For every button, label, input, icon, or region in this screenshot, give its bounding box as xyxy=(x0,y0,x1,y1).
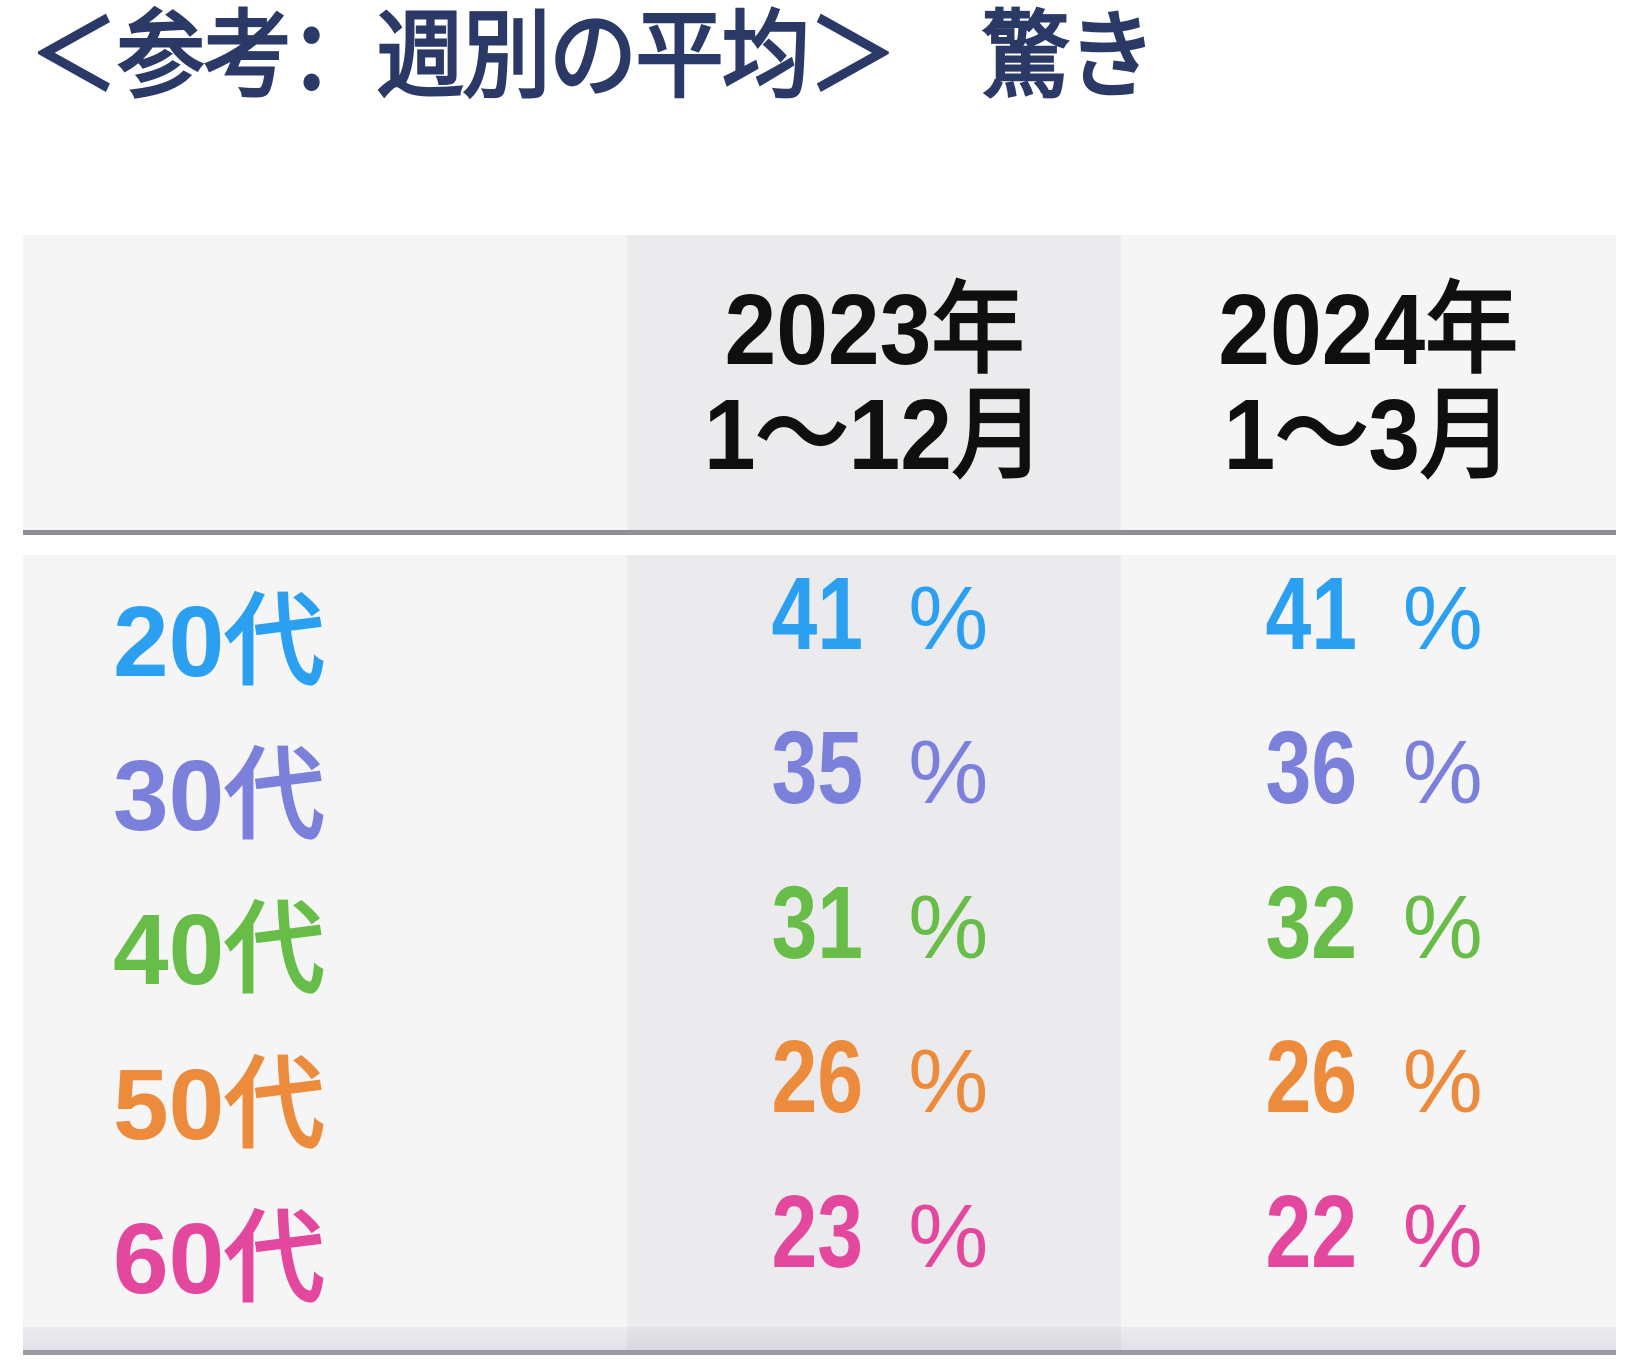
page-title: ＜参考：週別の平均＞ 驚き xyxy=(30,3,1156,110)
header-separator-line xyxy=(23,530,1616,535)
value-2024: 26 % xyxy=(1121,1018,1616,1173)
table-bottom-border xyxy=(23,1349,1616,1355)
header-cell-2023: 2023年 1～12月 xyxy=(627,235,1121,530)
table-header-row: 2023年 1～12月 2024年 1～3月 xyxy=(23,235,1616,530)
table-row-60s: 60代 23 % 22 % xyxy=(23,1172,1616,1327)
table-row-50s: 50代 26 % 26 % xyxy=(23,1018,1616,1173)
value-number: 23 xyxy=(771,1173,863,1289)
header-empty-cell xyxy=(23,235,627,530)
stats-table: 2023年 1～12月 2024年 1～3月 20代 41 % 41 % 30代 3… xyxy=(23,235,1616,1355)
percent-sign: % xyxy=(908,569,989,669)
percent-sign: % xyxy=(1402,1186,1483,1287)
row-label: 30代 xyxy=(23,709,627,864)
header-label-2024: 2024年 1～3月 xyxy=(1218,273,1519,491)
value-2024: 41 % xyxy=(1121,555,1616,710)
table-row-40s: 40代 31 % 32 % xyxy=(23,863,1616,1019)
percent-sign: % xyxy=(908,1186,989,1287)
footer-strip-2023-col xyxy=(627,1326,1121,1350)
table-row-20s: 20代 41 % 41 % xyxy=(23,555,1616,710)
percent-sign: % xyxy=(908,723,989,824)
value-2024: 22 % xyxy=(1121,1172,1616,1327)
percent-sign: % xyxy=(1402,877,1483,978)
value-number: 31 xyxy=(771,864,863,980)
header-cell-2024: 2024年 1～3月 xyxy=(1121,235,1616,530)
table-row-30s: 30代 35 % 36 % xyxy=(23,709,1616,864)
value-2023: 31 % xyxy=(627,863,1121,1019)
percent-sign: % xyxy=(1402,723,1483,824)
row-label: 50代 xyxy=(23,1018,627,1173)
value-2023: 35 % xyxy=(627,709,1121,864)
value-number: 26 xyxy=(771,1019,863,1135)
value-number: 22 xyxy=(1265,1173,1358,1289)
value-number: 35 xyxy=(771,710,863,826)
percent-sign: % xyxy=(908,877,989,978)
value-2024: 36 % xyxy=(1121,709,1616,864)
value-2024: 32 % xyxy=(1121,863,1616,1019)
percent-sign: % xyxy=(1402,1032,1483,1133)
footer-strip-2024-col xyxy=(1121,1326,1616,1350)
percent-sign: % xyxy=(1402,569,1483,669)
row-label: 40代 xyxy=(23,863,627,1019)
value-2023: 23 % xyxy=(627,1172,1121,1327)
row-label: 60代 xyxy=(23,1172,627,1327)
footer-strip-label-col xyxy=(23,1326,627,1350)
percent-sign: % xyxy=(908,1032,989,1133)
value-2023: 26 % xyxy=(627,1018,1121,1173)
table-footer-strip xyxy=(23,1326,1616,1350)
header-gap xyxy=(23,535,1616,555)
table-body: 20代 41 % 41 % 30代 35 % 36 % 40代 xyxy=(23,555,1616,1327)
value-number: 26 xyxy=(1265,1019,1358,1135)
value-number: 36 xyxy=(1265,710,1358,826)
value-number: 41 xyxy=(1265,556,1358,671)
value-number: 41 xyxy=(771,556,863,671)
value-2023: 41 % xyxy=(627,555,1121,710)
row-label: 20代 xyxy=(23,555,627,710)
header-label-2023: 2023年 1～12月 xyxy=(703,273,1045,491)
value-number: 32 xyxy=(1265,864,1358,980)
